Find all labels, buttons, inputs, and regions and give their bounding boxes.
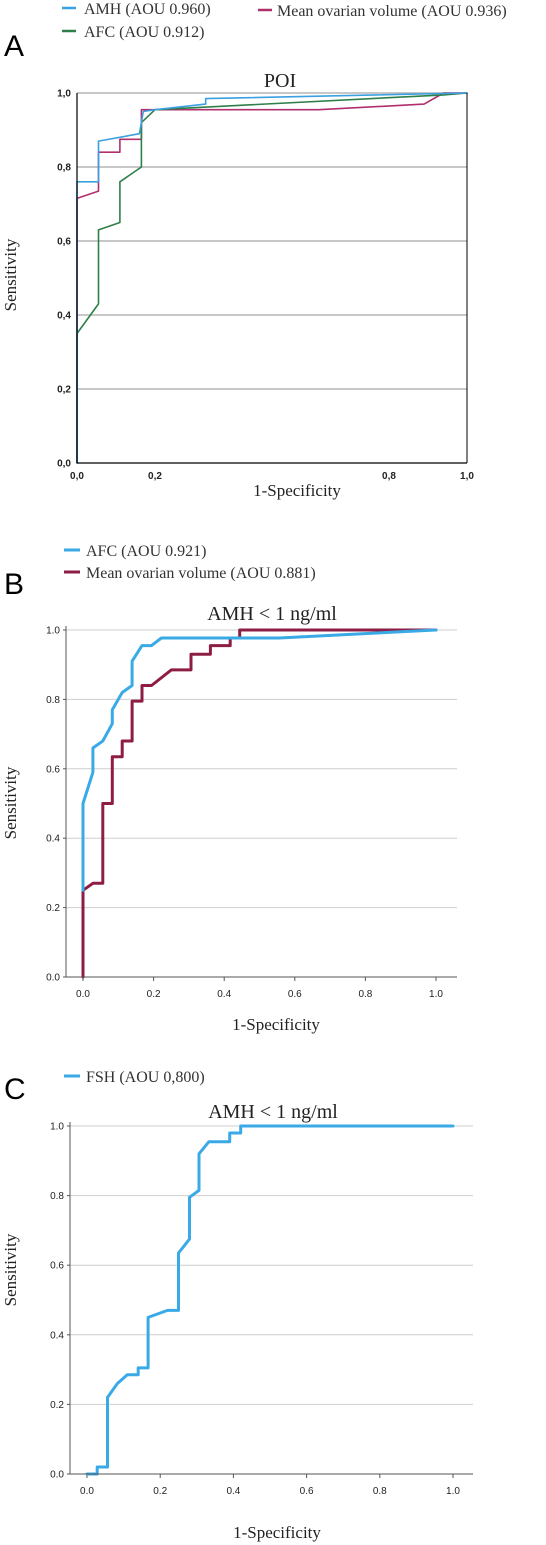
y-tick-label-2: 0.4: [50, 1330, 64, 1341]
legend-label-afc: AFC (AOU 0.912): [84, 24, 204, 41]
series-line-0: [76, 92, 468, 464]
chart-title-a: POI: [264, 70, 296, 92]
y-tick-label-4: 0,8: [57, 163, 71, 174]
x-tick-label-3: 0.6: [300, 1486, 314, 1497]
x-tick-label-3: 0.6: [288, 989, 302, 1000]
series-line-0: [81, 628, 438, 892]
y-tick-label-4: 0.8: [50, 1191, 64, 1202]
legend-label-mov: Mean ovarian volume (AOU 0.936): [277, 3, 507, 20]
series-line-0: [85, 1124, 455, 1476]
x-tick-label-5: 1.0: [446, 1486, 460, 1497]
y-tick-label-4: 0.8: [46, 695, 60, 706]
x-axis-label-b: 1-Specificity: [232, 1015, 320, 1034]
x-tick-label-3: 1,0: [460, 471, 474, 482]
x-tick-label-1: 0.2: [153, 1486, 167, 1497]
x-tick-label-2: 0,8: [382, 471, 396, 482]
x-tick-label-0: 0,0: [70, 471, 84, 482]
legend-label-amh: AMH (AOU 0.960): [84, 1, 211, 18]
x-tick-label-0: 0.0: [80, 1486, 94, 1497]
y-tick-label-1: 0.2: [46, 903, 60, 914]
y-axis-label-c: Sensitivity: [1, 1233, 20, 1306]
chart-panel-a: AMH (AOU 0.960) AFC (AOU 0.912) Mean ova…: [1, 1, 507, 500]
y-axis-label-b: Sensitivity: [1, 766, 20, 839]
panel-label-a: A: [4, 30, 24, 63]
series-line-1: [76, 92, 468, 464]
y-tick-label-3: 0.6: [46, 764, 60, 775]
y-tick-label-5: 1.0: [50, 1122, 64, 1133]
chart-panel-c: FSH (AOU 0,800) C AMH < 1 ng/ml Sensitiv…: [1, 1069, 473, 1542]
y-tick-label-2: 0,4: [57, 311, 71, 322]
y-tick-label-3: 0.6: [50, 1261, 64, 1272]
series-line-2: [76, 92, 468, 464]
y-tick-label-0: 0,0: [57, 459, 71, 470]
legend-label-fsh: FSH (AOU 0,800): [86, 1069, 205, 1086]
y-axis-label-a: Sensitivity: [1, 238, 20, 311]
x-tick-label-0: 0.0: [76, 989, 90, 1000]
y-tick-label-3: 0,6: [57, 237, 71, 248]
chart-panel-b: AFC (AOU 0.921) Mean ovarian volume (AOU…: [1, 543, 457, 1034]
x-axis-label-c: 1-Specificity: [233, 1523, 321, 1542]
panel-label-b: B: [4, 568, 24, 601]
y-tick-label-2: 0.4: [46, 834, 60, 845]
y-tick-label-1: 0,2: [57, 385, 71, 396]
x-tick-label-2: 0.4: [226, 1486, 240, 1497]
x-tick-label-4: 0.8: [373, 1486, 387, 1497]
y-tick-label-5: 1,0: [57, 89, 71, 100]
legend-a: AMH (AOU 0.960) AFC (AOU 0.912) Mean ova…: [62, 1, 507, 41]
legend-label-mov-b: Mean ovarian volume (AOU 0.881): [86, 565, 316, 582]
y-tick-label-0: 0.0: [50, 1470, 64, 1481]
legend-b: AFC (AOU 0.921) Mean ovarian volume (AOU…: [64, 543, 316, 582]
x-tick-label-5: 1.0: [429, 989, 443, 1000]
x-tick-label-1: 0,2: [148, 471, 162, 482]
y-tick-label-0: 0.0: [46, 973, 60, 984]
y-tick-label-1: 0.2: [50, 1400, 64, 1411]
chart-title-c: AMH < 1 ng/ml: [208, 1101, 338, 1123]
x-tick-label-4: 0.8: [358, 989, 372, 1000]
panel-label-c: C: [4, 1073, 26, 1106]
x-axis-label-a: 1-Specificity: [253, 481, 341, 500]
legend-c: FSH (AOU 0,800): [64, 1069, 205, 1086]
legend-label-afc-b: AFC (AOU 0.921): [86, 543, 206, 560]
chart-title-b: AMH < 1 ng/ml: [207, 603, 337, 625]
series-line-1: [81, 628, 438, 979]
x-tick-label-2: 0.4: [217, 989, 231, 1000]
x-tick-label-1: 0.2: [147, 989, 161, 1000]
y-tick-label-5: 1.0: [46, 626, 60, 637]
